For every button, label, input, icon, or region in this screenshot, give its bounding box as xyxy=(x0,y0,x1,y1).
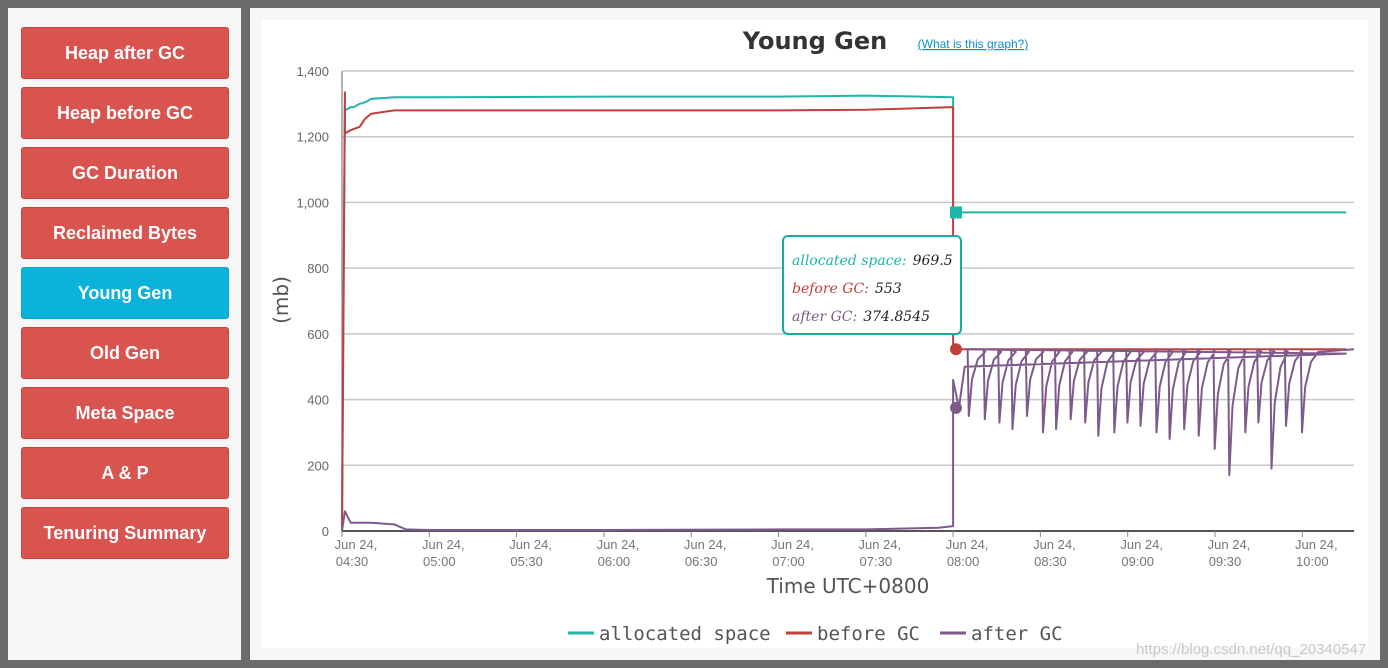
x-tick-label: Jun 24, xyxy=(335,537,378,552)
y-axis-title: (mb) xyxy=(269,276,293,324)
series-line-2 xyxy=(341,348,1355,532)
tooltip-value: 374.8545 xyxy=(863,309,931,325)
x-tick-label: 04:30 xyxy=(336,554,369,569)
series-line-1 xyxy=(341,91,1346,532)
y-tick-label: 200 xyxy=(307,458,329,473)
x-tick-label: Jun 24, xyxy=(771,537,814,552)
legend-label: before GC xyxy=(817,623,920,645)
x-tick-label: Jun 24, xyxy=(1033,537,1076,552)
tooltip-row: after GC: 374.8545 xyxy=(792,303,952,331)
y-tick-label: 1,400 xyxy=(296,64,329,79)
x-tick-label: 07:00 xyxy=(772,554,805,569)
sidebar-item-old-gen[interactable]: Old Gen xyxy=(21,327,229,379)
tooltip-label: after GC: xyxy=(792,309,858,325)
x-tick-label: 10:00 xyxy=(1296,554,1329,569)
tooltip-label: allocated space: xyxy=(792,253,907,269)
tooltip-label: before GC: xyxy=(792,281,869,297)
x-tick-label: Jun 24, xyxy=(684,537,727,552)
chart-title: Young Gen xyxy=(742,27,887,55)
x-tick-label: 06:30 xyxy=(685,554,718,569)
y-tick-label: 1,000 xyxy=(296,195,329,210)
x-tick-label: Jun 24, xyxy=(1120,537,1163,552)
x-tick-label: Jun 24, xyxy=(509,537,552,552)
y-tick-label: 800 xyxy=(307,261,329,276)
x-tick-label: Jun 24, xyxy=(858,537,901,552)
tooltip-value: 553 xyxy=(874,281,902,297)
marker-allocated xyxy=(950,206,963,219)
x-tick-label: 07:30 xyxy=(860,554,893,569)
sidebar-item-a-and-p[interactable]: A & P xyxy=(21,447,229,499)
marker-before-gc xyxy=(950,343,963,356)
sidebar-item-meta-space[interactable]: Meta Space xyxy=(21,387,229,439)
x-tick-label: Jun 24, xyxy=(422,537,465,552)
sidebar-item-gc-duration[interactable]: GC Duration xyxy=(21,147,229,199)
x-tick-label: Jun 24, xyxy=(946,537,989,552)
sidebar-item-young-gen[interactable]: Young Gen xyxy=(21,267,229,319)
x-tick-label: 05:00 xyxy=(423,554,456,569)
y-tick-label: 600 xyxy=(307,327,329,342)
x-tick-label: 08:30 xyxy=(1034,554,1067,569)
x-tick-label: 06:00 xyxy=(598,554,631,569)
legend-label: allocated space xyxy=(599,623,771,645)
tooltip-row: before GC: 553 xyxy=(792,275,952,303)
what-is-this-graph-link[interactable]: (What is this graph?) xyxy=(918,37,1029,51)
marker-after-gc xyxy=(950,401,963,414)
y-tick-label: 1,200 xyxy=(296,130,329,145)
watermark: https://blog.csdn.net/qq_20340547 xyxy=(1136,641,1367,658)
x-tick-label: Jun 24, xyxy=(1208,537,1251,552)
legend-label: after GC xyxy=(971,623,1063,645)
x-tick-label: 05:30 xyxy=(510,554,543,569)
y-tick-label: 0 xyxy=(322,524,329,539)
x-tick-label: Jun 24, xyxy=(597,537,640,552)
x-tick-label: 08:00 xyxy=(947,554,980,569)
sidebar-item-heap-after-gc[interactable]: Heap after GC xyxy=(21,27,229,79)
x-tick-label: 09:30 xyxy=(1209,554,1242,569)
tooltip-value: 969.5 xyxy=(912,253,953,269)
x-tick-label: 09:00 xyxy=(1121,554,1154,569)
sidebar-item-heap-before-gc[interactable]: Heap before GC xyxy=(21,87,229,139)
x-axis-title: Time UTC+0800 xyxy=(766,574,930,598)
x-tick-label: Jun 24, xyxy=(1295,537,1338,552)
y-tick-label: 400 xyxy=(307,393,329,408)
chart-tooltip: allocated space: 969.5 before GC: 553 after … xyxy=(782,235,962,335)
sidebar-item-tenuring-summary[interactable]: Tenuring Summary xyxy=(21,507,229,559)
tooltip-row: allocated space: 969.5 xyxy=(792,247,953,275)
sidebar-item-reclaimed-bytes[interactable]: Reclaimed Bytes xyxy=(21,207,229,259)
series-line-0 xyxy=(341,94,1346,532)
